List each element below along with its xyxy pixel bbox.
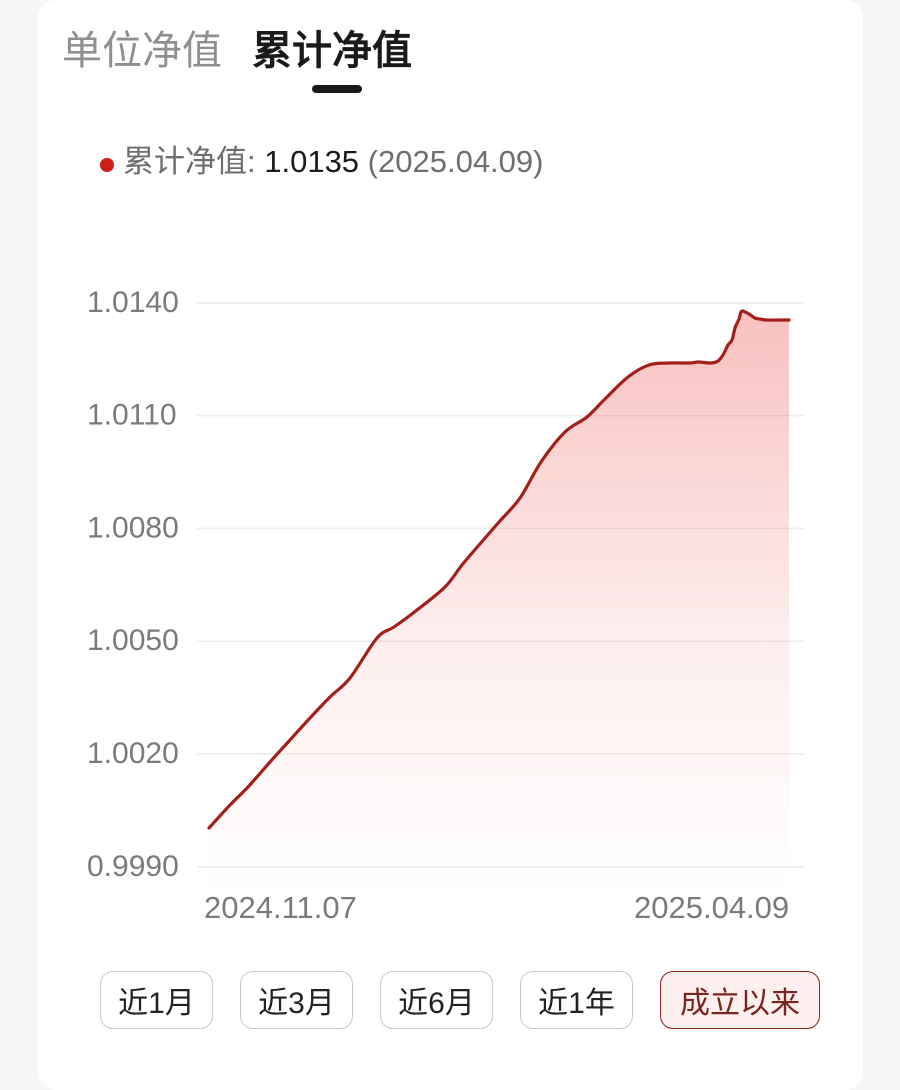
svg-text:1.0050: 1.0050 (87, 624, 179, 657)
svg-text:1.0080: 1.0080 (87, 511, 179, 544)
svg-text:1.0140: 1.0140 (87, 286, 179, 319)
svg-text:1.0020: 1.0020 (87, 737, 179, 770)
svg-text:1.0110: 1.0110 (87, 399, 177, 432)
svg-text:0.9990: 0.9990 (87, 850, 179, 883)
svg-text:2025.04.09: 2025.04.09 (634, 890, 789, 925)
svg-text:2024.11.07: 2024.11.07 (204, 890, 357, 925)
